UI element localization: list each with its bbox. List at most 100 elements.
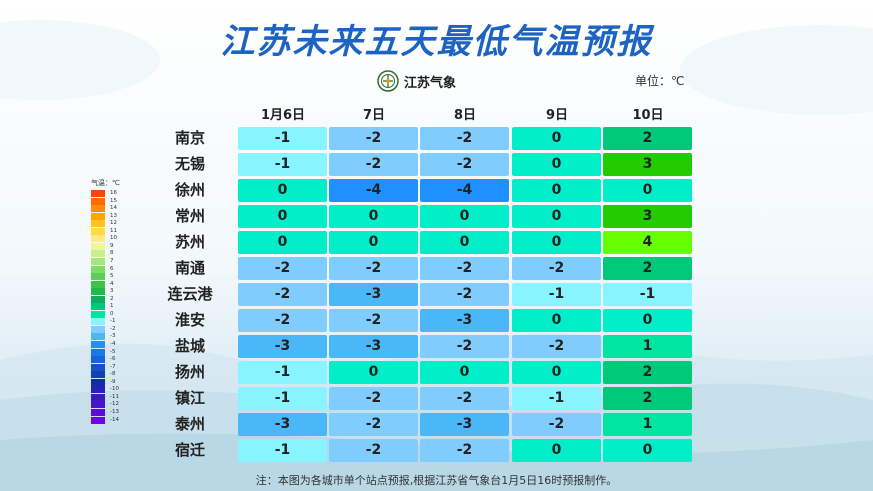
temperature-cell: -3 bbox=[238, 413, 327, 436]
legend-label: 10 bbox=[110, 235, 117, 242]
temperature-cell: -1 bbox=[512, 283, 601, 306]
temperature-cell: -2 bbox=[420, 127, 509, 150]
row-header: 盐城 bbox=[174, 337, 205, 355]
temperature-cell: 0 bbox=[238, 179, 327, 202]
legend-label: 14 bbox=[110, 205, 117, 212]
temperature-cell: -3 bbox=[420, 413, 509, 436]
column-header: 1月6日 bbox=[260, 108, 306, 123]
temperature-cell: 4 bbox=[603, 231, 692, 254]
legend-label: -2 bbox=[110, 325, 116, 332]
temperature-cell: -2 bbox=[238, 283, 327, 306]
temperature-cell: 2 bbox=[603, 361, 692, 384]
temperature-cell: -2 bbox=[420, 283, 509, 306]
legend-label: -11 bbox=[110, 393, 119, 400]
legend-swatch bbox=[91, 273, 105, 281]
temperature-cell: -2 bbox=[329, 153, 418, 176]
temperature-cell: 0 bbox=[329, 205, 418, 228]
temperature-cell: -1 bbox=[238, 361, 327, 384]
temperature-cell: 0 bbox=[512, 127, 601, 150]
row-header: 苏州 bbox=[174, 233, 205, 251]
legend-label: 2 bbox=[110, 295, 114, 302]
legend-swatch bbox=[91, 265, 105, 273]
legend-swatch bbox=[91, 235, 105, 243]
temperature-cell: 0 bbox=[512, 361, 601, 384]
temperature-cell: -3 bbox=[420, 309, 509, 332]
legend-swatch bbox=[91, 416, 105, 424]
legend-swatch bbox=[91, 220, 105, 228]
page-title: 江苏未来五天最低气温预报 bbox=[220, 22, 653, 62]
column-header: 7日 bbox=[362, 108, 386, 123]
temperature-cell: -2 bbox=[420, 153, 509, 176]
row-header: 泰州 bbox=[174, 415, 205, 433]
legend-label: -12 bbox=[110, 401, 119, 408]
logo-text: 江苏气象 bbox=[404, 75, 457, 91]
temperature-cell: -1 bbox=[512, 387, 601, 410]
legend-swatch bbox=[91, 318, 105, 326]
temperature-cell: -2 bbox=[329, 413, 418, 436]
temperature-cell: -3 bbox=[329, 283, 418, 306]
row-header: 徐州 bbox=[174, 181, 205, 199]
temperature-cell: -2 bbox=[329, 257, 418, 280]
legend-label: -4 bbox=[110, 341, 116, 347]
temperature-cell: -2 bbox=[238, 309, 327, 332]
column-header: 10日 bbox=[632, 108, 664, 123]
temperature-cell: 0 bbox=[512, 153, 601, 176]
logo: 江苏气象 bbox=[377, 70, 456, 92]
legend-label: 4 bbox=[110, 280, 114, 287]
legend-label: 3 bbox=[110, 288, 114, 295]
row-header: 常州 bbox=[174, 207, 205, 225]
legend-label: -9 bbox=[110, 378, 116, 385]
legend-label: 12 bbox=[110, 220, 117, 227]
legend-label: -3 bbox=[110, 333, 116, 340]
legend-swatch bbox=[91, 242, 105, 250]
temperature-cell: 0 bbox=[603, 179, 692, 202]
temperature-cell: -2 bbox=[329, 439, 418, 462]
temperature-cell: -2 bbox=[329, 387, 418, 410]
temperature-cell: -4 bbox=[329, 179, 418, 202]
legend-swatch bbox=[91, 288, 105, 296]
legend-swatch bbox=[91, 257, 105, 265]
legend-swatch bbox=[91, 393, 105, 401]
temperature-cell: 0 bbox=[420, 231, 509, 254]
legend-label: -13 bbox=[110, 408, 119, 415]
legend-swatch bbox=[91, 310, 105, 318]
temperature-cell: 0 bbox=[512, 179, 601, 202]
legend-swatch bbox=[91, 408, 105, 416]
temperature-cell: 0 bbox=[512, 205, 601, 228]
legend-swatch bbox=[91, 197, 105, 205]
temperature-cell: 0 bbox=[603, 309, 692, 332]
legend-swatch bbox=[91, 227, 105, 235]
legend-swatch bbox=[91, 280, 105, 288]
legend-swatch bbox=[91, 371, 105, 379]
legend-swatch bbox=[91, 250, 105, 258]
legend-swatch bbox=[91, 348, 105, 356]
legend-swatch bbox=[91, 341, 105, 348]
temperature-cell: 2 bbox=[603, 387, 692, 410]
legend-label: -5 bbox=[110, 348, 116, 355]
legend-label: -10 bbox=[110, 386, 119, 393]
temperature-cell: 0 bbox=[512, 439, 601, 462]
temperature-cell: -2 bbox=[420, 335, 509, 358]
legend-label: 5 bbox=[110, 273, 114, 280]
legend-label: -1 bbox=[110, 318, 116, 325]
legend-swatch bbox=[91, 205, 105, 213]
temperature-cell: -2 bbox=[420, 387, 509, 410]
row-header: 扬州 bbox=[174, 363, 205, 381]
temperature-cell: -2 bbox=[420, 439, 509, 462]
row-header: 连云港 bbox=[167, 285, 213, 303]
temperature-cell: -1 bbox=[238, 439, 327, 462]
legend-swatch bbox=[91, 378, 105, 386]
temperature-cell: 0 bbox=[329, 231, 418, 254]
legend-swatch bbox=[91, 325, 105, 333]
legend-label: 1 bbox=[110, 303, 114, 310]
temperature-cell: -4 bbox=[420, 179, 509, 202]
row-header: 南通 bbox=[174, 259, 205, 277]
temperature-cell: -2 bbox=[420, 257, 509, 280]
column-header: 9日 bbox=[545, 108, 569, 123]
legend-label: -7 bbox=[110, 363, 116, 370]
temperature-cell: 0 bbox=[329, 361, 418, 384]
row-header: 淮安 bbox=[174, 311, 205, 329]
temperature-cell: -2 bbox=[329, 127, 418, 150]
legend-swatch bbox=[91, 295, 105, 303]
cma-emblem-icon bbox=[377, 70, 399, 92]
